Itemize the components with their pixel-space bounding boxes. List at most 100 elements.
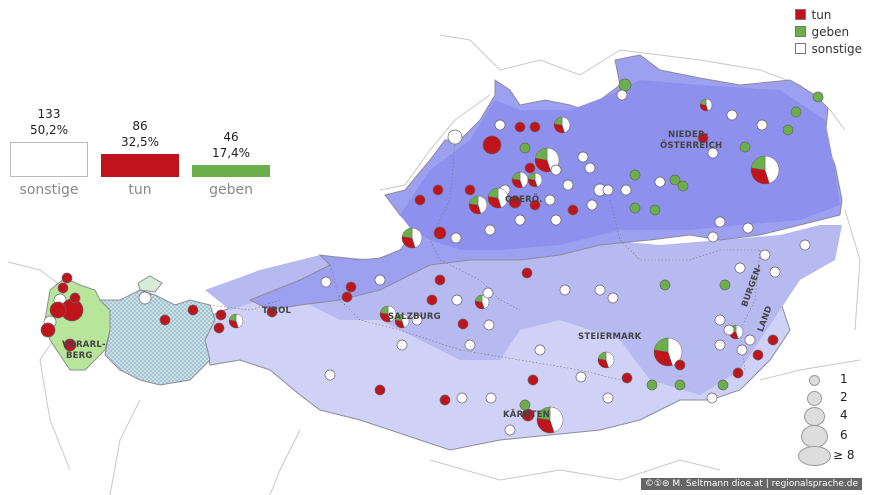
size-legend-row-6: 6 [795, 425, 865, 448]
marker-tun [767, 334, 779, 346]
size-label-4: 4 [840, 408, 848, 422]
marker-sonstige [550, 164, 562, 176]
marker-sonstige [514, 214, 526, 226]
location-markers [40, 78, 824, 436]
marker-sonstige [736, 344, 748, 356]
marker-sonstige [575, 371, 587, 383]
marker-sonstige [744, 334, 756, 346]
marker-sonstige [707, 231, 719, 243]
marker-tun [215, 309, 227, 321]
marker-sonstige [504, 424, 516, 436]
size-circle-1 [809, 375, 820, 386]
marker-tun [57, 282, 69, 294]
marker-sonstige [456, 392, 468, 404]
pie-slice [527, 172, 536, 181]
marker-sonstige [450, 232, 462, 244]
marker-sonstige [320, 276, 332, 288]
label-oberoesterreich: OBERÖ. [505, 195, 543, 205]
pie-slice [379, 305, 389, 315]
marker-geben [782, 124, 794, 136]
marker-tun [374, 384, 386, 396]
marker-tun [457, 318, 469, 330]
marker-geben [519, 142, 531, 154]
pie-slice [401, 313, 410, 328]
marker-geben [646, 379, 658, 391]
marker-sonstige [464, 339, 476, 351]
region-tirol-north [137, 275, 163, 293]
pie-slice [605, 351, 615, 368]
marker-tun [527, 374, 539, 386]
marker-sonstige [484, 224, 496, 236]
pie-slice [534, 157, 552, 173]
marker-sonstige [714, 339, 726, 351]
marker-sonstige [586, 199, 598, 211]
state-borders [209, 144, 761, 381]
marker-geben [719, 279, 731, 291]
pie-slice [653, 349, 673, 367]
pie-slice [653, 337, 669, 353]
legend-item-sonstige: sonstige [794, 40, 862, 57]
marker-sonstige [714, 314, 726, 326]
marker-geben [629, 169, 641, 181]
marker-sonstige [707, 147, 719, 159]
marker-tun [621, 372, 633, 384]
size-circle-6 [801, 425, 828, 448]
legend-item-tun: tun [794, 6, 863, 23]
legend-label-geben: geben [811, 24, 850, 39]
marker-sonstige [485, 392, 497, 404]
marker-sonstige [602, 184, 614, 196]
size-label-2: 2 [840, 390, 848, 404]
size-label-1: 1 [840, 372, 848, 386]
marker-tun [464, 184, 476, 196]
label-niederoesterreich-2: ÖSTERREICH [660, 141, 723, 151]
marker-sonstige [447, 129, 463, 145]
marker-sonstige [607, 292, 619, 304]
marker-tun [529, 121, 541, 133]
size-legend-row-4: 4 [795, 407, 865, 428]
marker-geben [649, 204, 661, 216]
marker-sonstige [138, 291, 152, 305]
marker-sonstige [494, 119, 506, 131]
pie-slice [477, 195, 488, 214]
pie-slice [536, 406, 551, 421]
marker-sonstige [723, 324, 735, 336]
marker-sonstige [799, 239, 811, 251]
pie-slice [468, 195, 479, 206]
marker-geben [717, 379, 729, 391]
marker-tun [752, 349, 764, 361]
marker-tun [69, 292, 81, 304]
label-salzburg: SALZBURG [388, 312, 441, 322]
marker-geben [519, 399, 531, 411]
marker-sonstige [411, 314, 423, 326]
region-tirol-west [98, 289, 216, 386]
marker-tun [266, 306, 278, 318]
marker-sonstige [396, 339, 408, 351]
pie-slice [750, 167, 770, 185]
marker-tun [187, 304, 199, 316]
marker-sonstige [759, 249, 771, 261]
region-north-core [400, 80, 840, 250]
pie-slice [474, 294, 483, 303]
pie-slice [534, 172, 543, 187]
marker-tun [439, 394, 451, 406]
pie-slice [401, 227, 413, 239]
marker-sonstige [374, 274, 386, 286]
marker-tun [433, 226, 447, 240]
pie-slice [228, 313, 237, 322]
legend-swatch-geben [794, 26, 806, 37]
pie-slice [536, 417, 555, 434]
marker-sonstige [534, 344, 546, 356]
marker-sonstige [714, 216, 726, 228]
marker-sonstige [734, 262, 746, 274]
marker-geben [674, 379, 686, 391]
pie-slice [597, 351, 607, 361]
legend-swatch-tun [794, 9, 806, 20]
bar-pct-geben: 17,4% [211, 146, 251, 160]
bar-fill-geben [192, 165, 270, 177]
bar-fill-sonstige [10, 142, 88, 177]
summary-bars: 133 50,2% sonstige 86 32,5% tun 46 17,4%… [10, 90, 270, 200]
pie-slice [561, 116, 571, 133]
label-niederoesterreich-1: NIEDER- [668, 130, 709, 140]
marker-sonstige [482, 287, 494, 299]
marker-sonstige [742, 222, 754, 234]
